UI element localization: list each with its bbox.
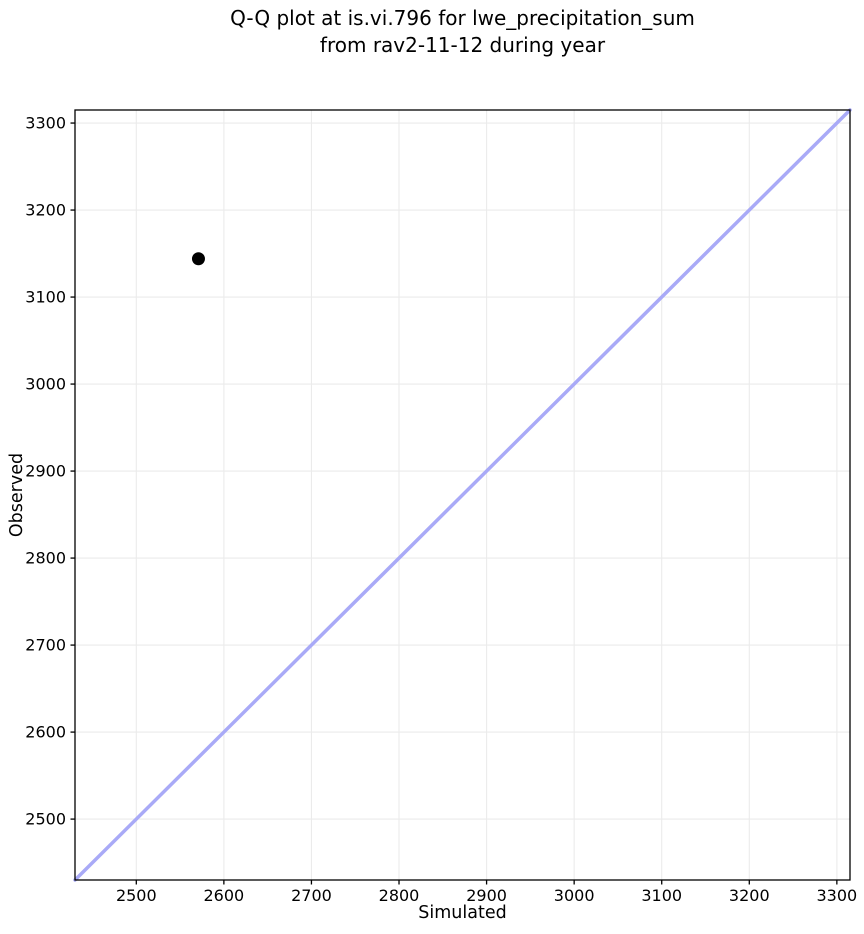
- chart-title: Q-Q plot at is.vi.796 for lwe_precipitat…: [75, 5, 850, 58]
- x-tick-label: 3300: [817, 886, 858, 905]
- chart-title-line-1: Q-Q plot at is.vi.796 for lwe_precipitat…: [230, 6, 695, 30]
- plot-border: [74, 109, 851, 881]
- x-axis-label: Simulated: [418, 903, 507, 923]
- y-tick-label: 2900: [25, 462, 66, 481]
- y-axis-label: Observed: [7, 452, 27, 538]
- y-tick-label: 3100: [25, 288, 66, 307]
- y-tick-label: 2700: [25, 636, 66, 655]
- x-tick-label: 2800: [379, 886, 420, 905]
- y-tick-label: 3200: [25, 201, 66, 220]
- reference-line: [73, 108, 852, 882]
- x-tick-label: 3100: [641, 886, 682, 905]
- y-tick-label: 2600: [25, 723, 66, 742]
- x-tick-label: 3200: [729, 886, 770, 905]
- x-tick-label: 2600: [204, 886, 245, 905]
- x-tick-label: 2500: [116, 886, 157, 905]
- data-point: [191, 252, 205, 266]
- y-tick-label: 3000: [25, 375, 66, 394]
- y-tick-label: 3300: [25, 114, 66, 133]
- y-tick-label: 2500: [25, 810, 66, 829]
- x-tick-label: 2900: [466, 886, 507, 905]
- x-tick-label: 3000: [554, 886, 595, 905]
- y-tick-label: 2800: [25, 549, 66, 568]
- x-tick-label: 2700: [291, 886, 332, 905]
- chart-title-line-2: from rav2-11-12 during year: [319, 32, 606, 57]
